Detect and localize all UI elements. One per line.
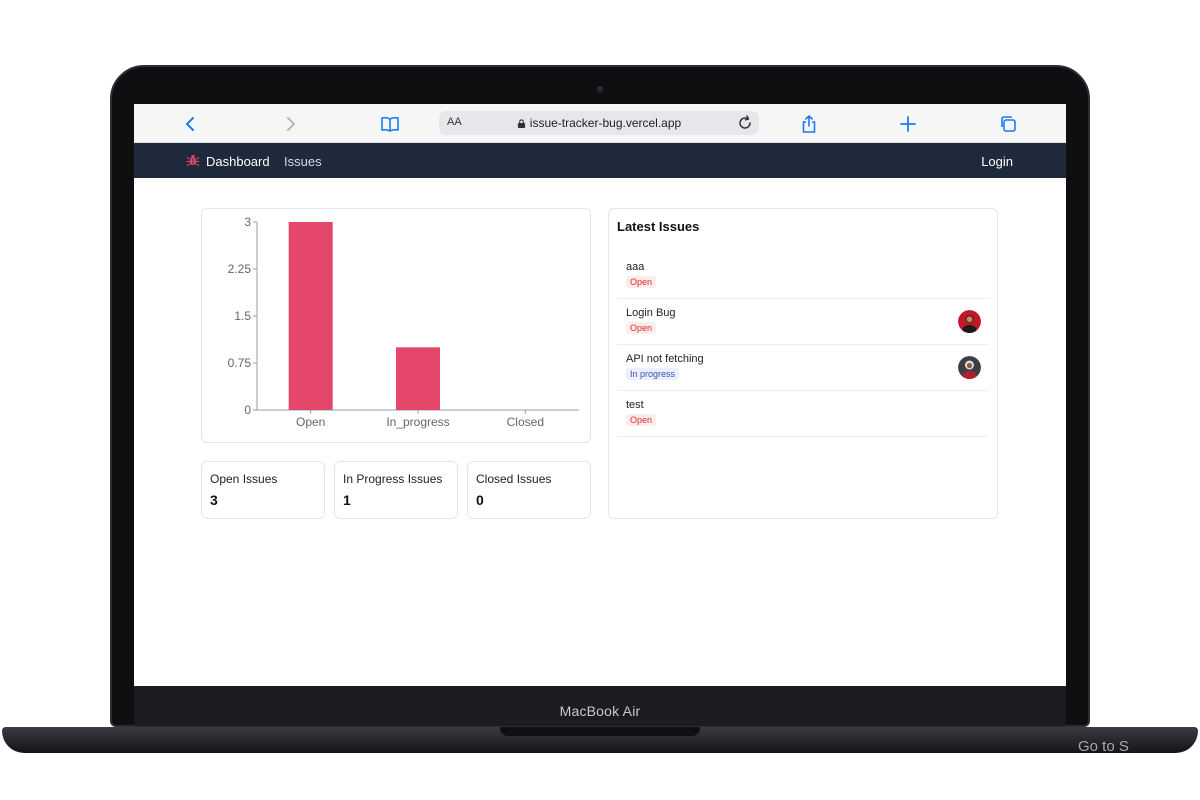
issue-row[interactable]: Login Bug Open [617,299,989,345]
back-icon[interactable] [179,112,203,136]
y-tick-label: 3 [244,215,251,229]
latest-issues-panel: Latest Issues aaa Open Login Bug Open AP… [608,208,998,519]
camera [597,86,603,92]
issue-title[interactable]: Login Bug [626,307,676,319]
stat-value: 1 [343,492,351,508]
y-tick-label: 0 [244,403,251,417]
status-badge: In progress [626,368,680,380]
nav-issues-link[interactable]: Issues [284,154,322,169]
y-tick-label: 0.75 [228,356,252,370]
x-tick-label: In_progress [386,415,449,429]
stat-value: 3 [210,492,218,508]
bar-open [288,222,333,410]
issue-row[interactable]: aaa Open [617,253,989,299]
issue-title[interactable]: API not fetching [626,353,704,365]
stat-closed-issues[interactable]: Closed Issues 0 [467,461,591,519]
safari-toolbar: AA issue-tracker-bug.vercel.app [134,104,1066,143]
bug-logo-icon[interactable] [186,153,200,167]
url-display: issue-tracker-bug.vercel.app [439,116,759,130]
tabs-overview-icon[interactable] [996,112,1020,136]
bookmarks-icon[interactable] [378,112,402,136]
stat-label: Open Issues [210,472,278,486]
x-tick-label: Closed [507,415,544,429]
issue-status-chart: 0 0.75 1.5 2.25 3 Open In_progress Closed [201,208,591,443]
status-badge: Open [626,276,657,288]
x-tick-label: Open [296,415,325,429]
issue-row[interactable]: test Open [617,391,989,437]
lock-icon [517,119,525,128]
new-tab-icon[interactable] [896,112,920,136]
nav-login-link[interactable]: Login [981,154,1013,169]
overlay-text: Go to S [1078,738,1129,755]
stat-label: In Progress Issues [343,472,443,486]
bar-in-progress [395,347,441,410]
status-badge: Open [626,322,657,334]
issue-title[interactable]: test [626,399,644,411]
stat-label: Closed Issues [476,472,552,486]
issue-title[interactable]: aaa [626,261,645,273]
nav-dashboard-link[interactable]: Dashboard [206,154,270,169]
share-icon[interactable] [797,112,821,136]
url-text: issue-tracker-bug.vercel.app [529,116,682,130]
status-badge: Open [626,414,657,426]
y-tick-label: 1.5 [234,309,251,323]
bar-chart: 0 0.75 1.5 2.25 3 Open In_progress Closed [228,215,579,429]
screen-bezel [134,686,1066,726]
laptop-notch [500,727,700,736]
address-bar[interactable]: AA issue-tracker-bug.vercel.app [439,111,759,135]
app-navbar: Dashboard Issues Login [134,143,1066,178]
reload-icon[interactable] [735,113,755,133]
assignee-avatar [958,310,981,333]
stat-open-issues[interactable]: Open Issues 3 [201,461,325,519]
device-brand-label: MacBook Air [559,703,641,719]
issue-row[interactable]: API not fetching In progress [617,345,989,391]
stat-value: 0 [476,492,484,508]
latest-issues-title: Latest Issues [617,219,700,234]
forward-icon[interactable] [278,112,302,136]
text-size-button[interactable]: AA [447,116,462,128]
browser-screen: AA issue-tracker-bug.vercel.app [134,104,1066,686]
assignee-avatar [958,356,981,379]
y-tick-label: 2.25 [228,262,252,276]
stat-in-progress-issues[interactable]: In Progress Issues 1 [334,461,458,519]
